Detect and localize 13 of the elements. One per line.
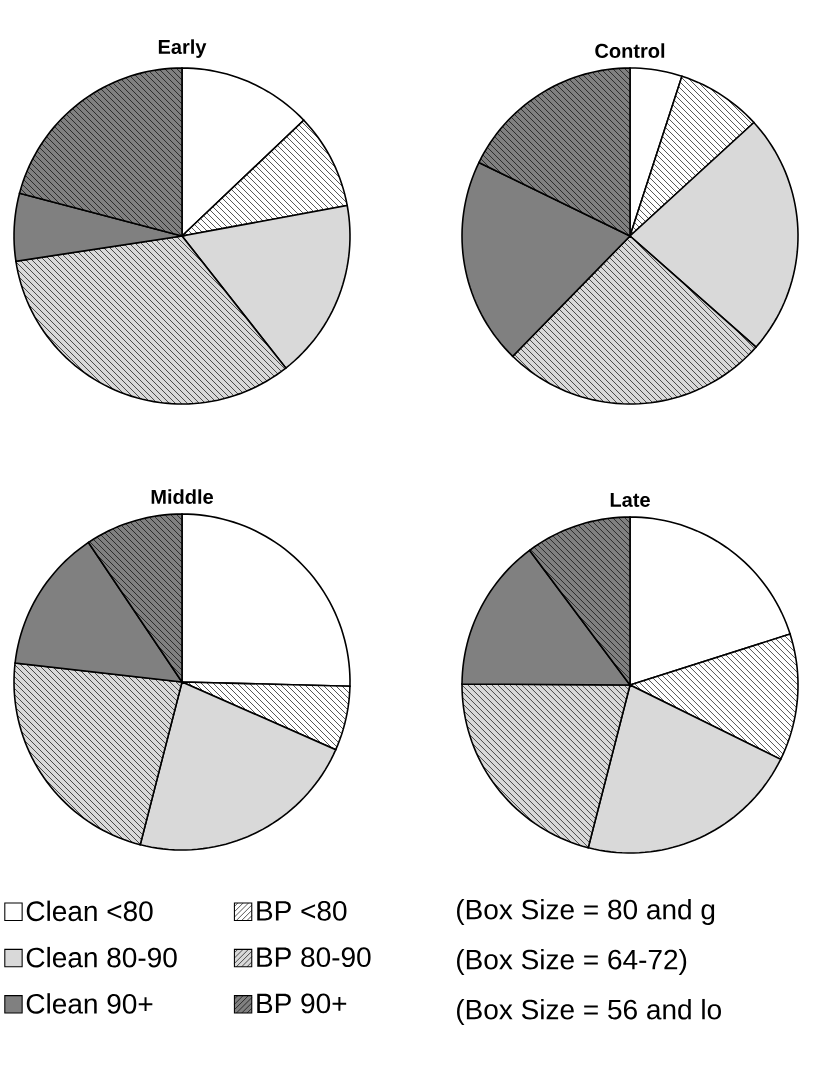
- legend-label: Clean <80: [26, 900, 153, 922]
- chart-title: Early: [158, 39, 207, 58]
- chart-title: Control: [595, 43, 665, 58]
- legend-label: Clean 90+: [26, 993, 153, 1014]
- chart-title: Middle: [151, 489, 213, 504]
- text: (Box Size = 80 and g: [457, 898, 715, 926]
- text: (Box Size = 64-72): [457, 948, 687, 976]
- legend-label: BP 80-90: [257, 947, 371, 968]
- legend-label: Clean 80-90: [26, 946, 177, 968]
- text: (Box Size = 56 and lo: [457, 998, 721, 1026]
- chart-title: Late: [610, 492, 650, 507]
- legend-label: BP 90+: [257, 993, 347, 1014]
- legend-label: BP <80: [257, 900, 347, 921]
